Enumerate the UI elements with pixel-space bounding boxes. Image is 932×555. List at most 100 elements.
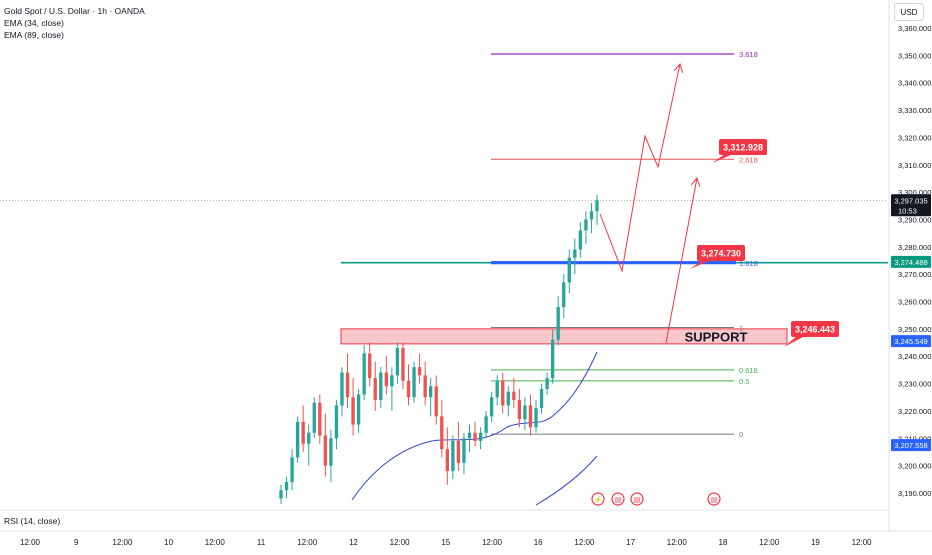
candle-body (523, 405, 527, 420)
candle (312, 397, 316, 439)
economic-event-icon[interactable]: ▤ (611, 492, 625, 506)
price-tick-label: 3,190.000 (898, 489, 931, 498)
candle (484, 410, 488, 439)
ema89-legend[interactable]: EMA (89, close) (4, 30, 64, 40)
candle-body (301, 421, 305, 444)
economic-event-icon[interactable]: ▤ (707, 492, 721, 506)
callout-mid-pointer (690, 260, 711, 269)
candle (467, 424, 472, 452)
candle-body (345, 372, 350, 398)
candle (562, 274, 566, 318)
candle (362, 345, 366, 400)
time-tick-label: 18 (719, 538, 728, 547)
fib-level-label: 1 (739, 323, 743, 332)
candle-body (556, 306, 560, 340)
candle (295, 416, 300, 463)
time-tick-label: 15 (441, 538, 450, 547)
candle (528, 394, 533, 436)
price-tag-text: 3,245.549 (894, 337, 927, 346)
candle-body (379, 372, 383, 400)
price-tick-label: 3,310.000 (898, 161, 931, 170)
candle-body (368, 353, 372, 379)
candle-body (467, 432, 472, 439)
candle-body (550, 339, 555, 379)
price-tag (891, 194, 931, 217)
price-tick-label: 3,230.000 (898, 380, 931, 389)
price-tick-label: 3,290.000 (898, 215, 931, 224)
symbol-title[interactable]: Gold Spot / U.S. Dollar · 1h · OANDA (4, 6, 145, 16)
candle-body (440, 416, 444, 450)
candle-body (512, 391, 516, 400)
candle-body (478, 432, 483, 441)
candle (340, 367, 344, 417)
time-tick-label: 12:00 (205, 538, 226, 547)
support-zone (340, 328, 788, 345)
time-tick-label: 12:00 (667, 538, 688, 547)
candle-body (351, 397, 355, 425)
candle (523, 397, 527, 431)
projection-path-arrow-head (673, 62, 684, 73)
candle-body (373, 378, 377, 400)
candle (434, 375, 438, 425)
candle (584, 211, 588, 245)
candle (595, 194, 599, 225)
price-tag (891, 439, 931, 452)
callout-support-pointer (784, 336, 805, 347)
candle (501, 372, 505, 414)
candle (451, 435, 455, 480)
event-circle (707, 492, 721, 506)
price-tick-label: 3,360.000 (898, 24, 931, 33)
candle-body (462, 438, 466, 463)
time-tick-label: 12 (349, 538, 358, 547)
candle-body (584, 219, 588, 231)
candle-body (429, 386, 433, 398)
candle (368, 342, 372, 387)
time-tick-label: 12:00 (112, 538, 133, 547)
support-bounce-arrow (665, 177, 698, 344)
candle-body (445, 449, 449, 472)
price-tick-label: 3,200.000 (898, 462, 931, 471)
candle (284, 476, 289, 499)
price-tick-label: 3,220.000 (898, 407, 931, 416)
time-tick-label: 12:00 (20, 538, 41, 547)
economic-event-icon[interactable]: ▤ (630, 492, 644, 506)
candle (506, 386, 510, 417)
rsi-legend[interactable]: RSI (14, close) (4, 516, 61, 526)
candle (329, 430, 333, 483)
ema34-line (351, 351, 598, 501)
economic-event-icon[interactable]: ⚡ (591, 492, 605, 506)
candle (323, 413, 328, 477)
time-tick-label: 11 (257, 538, 266, 547)
support-bounce-arrow-head (690, 176, 701, 187)
candle-body (545, 378, 549, 390)
candle-body (595, 200, 599, 212)
candle-body (506, 391, 510, 406)
price-tag (891, 335, 931, 348)
candle-body (567, 257, 571, 283)
candle-body (390, 375, 394, 387)
candle (406, 364, 411, 406)
candle (417, 353, 422, 384)
candle (534, 399, 538, 433)
candle (545, 372, 549, 395)
time-tick-label: 16 (534, 538, 543, 547)
candle (556, 296, 560, 346)
candle (373, 361, 377, 411)
candle-body (307, 432, 311, 444)
currency-button[interactable]: USD (894, 3, 924, 21)
time-tick-label: 12:00 (852, 538, 873, 547)
price-tick-label: 3,330.000 (898, 106, 931, 115)
candle (384, 356, 388, 395)
candle (423, 361, 427, 406)
candle (495, 375, 499, 406)
candle-body (423, 375, 427, 398)
candle (290, 449, 294, 491)
candle (440, 399, 444, 458)
ema34-legend[interactable]: EMA (34, close) (4, 18, 64, 28)
candle (379, 367, 383, 409)
candle-body (528, 405, 533, 428)
candle-body (539, 389, 544, 409)
candle-body (495, 380, 499, 398)
